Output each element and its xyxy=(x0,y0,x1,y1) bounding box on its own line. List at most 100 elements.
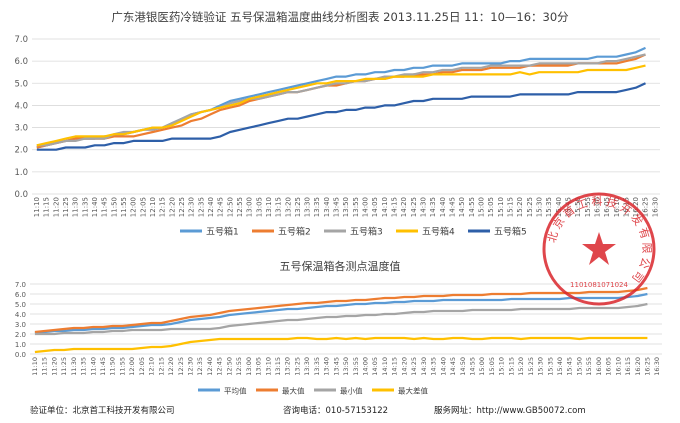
x-tick-label: 16:00 xyxy=(593,197,601,217)
x-tick-label: 12:15 xyxy=(157,357,165,376)
series-line-五号箱5 xyxy=(36,82,646,151)
x-tick-label: 13:00 xyxy=(246,197,254,217)
x-tick-label: 15:15 xyxy=(507,357,515,376)
x-tick-label: 13:35 xyxy=(313,197,321,217)
chart-title: 五号保温箱各测点温度值 xyxy=(280,259,401,273)
x-tick-label: 16:05 xyxy=(603,197,611,217)
x-tick-label: 13:10 xyxy=(264,357,272,376)
x-tick-label: 15:40 xyxy=(555,197,563,217)
x-tick-label: 16:20 xyxy=(634,357,642,376)
x-tick-label: 14:40 xyxy=(439,357,447,376)
x-tick-label: 15:20 xyxy=(516,197,524,217)
x-tick-label: 14:15 xyxy=(391,197,399,217)
x-tick-label: 14:45 xyxy=(449,357,457,376)
x-tick-label: 16:15 xyxy=(622,197,630,217)
x-tick-label: 12:45 xyxy=(217,197,225,217)
x-tick-label: 12:45 xyxy=(216,357,224,376)
x-tick-label: 12:35 xyxy=(197,197,205,217)
x-tick-label: 11:35 xyxy=(81,197,89,217)
y-tick-label: 3.0 xyxy=(15,321,26,329)
x-tick-label: 14:30 xyxy=(420,357,428,376)
x-tick-label: 15:05 xyxy=(487,197,495,217)
x-tick-label: 15:00 xyxy=(478,357,486,376)
x-tick-label: 12:40 xyxy=(207,197,215,217)
series-line-平均值 xyxy=(34,292,648,335)
x-tick-label: 14:00 xyxy=(362,197,370,217)
x-tick-label: 12:00 xyxy=(130,197,138,217)
x-tick-label: 11:15 xyxy=(41,357,49,376)
x-tick-label: 14:20 xyxy=(400,197,408,217)
footer-phone: 咨询电话：010-57153122 xyxy=(283,406,389,416)
footer-verification-unit: 验证单位：北京首工科技开发有限公司 xyxy=(30,406,175,416)
x-tick-label: 14:35 xyxy=(429,197,437,217)
x-tick-label: 13:40 xyxy=(323,197,331,217)
x-tick-label: 12:25 xyxy=(177,357,185,376)
x-tick-label: 15:10 xyxy=(498,357,506,376)
series-line-五号箱3 xyxy=(36,53,646,147)
x-tick-label: 13:45 xyxy=(332,357,340,376)
x-tick-label: 13:20 xyxy=(284,197,292,217)
legend-label: 平均值 xyxy=(224,386,247,396)
x-tick-label: 15:50 xyxy=(575,357,583,376)
x-tick-label: 12:15 xyxy=(159,197,167,217)
x-tick-label: 11:20 xyxy=(50,357,58,376)
series-line-最大差值 xyxy=(34,336,648,354)
x-tick-label: 15:45 xyxy=(566,357,574,376)
x-tick-label: 11:50 xyxy=(109,357,117,376)
y-tick-label: 7.0 xyxy=(15,281,26,289)
x-tick-label: 13:55 xyxy=(352,357,360,376)
company-seal-stamp: 北京首工科技开发有限公司 1101081071024 xyxy=(542,192,656,306)
x-tick-label: 11:10 xyxy=(31,357,39,376)
x-tick-label: 14:10 xyxy=(381,357,389,376)
x-tick-label: 13:15 xyxy=(274,357,282,376)
x-tick-label: 13:05 xyxy=(255,197,263,217)
x-tick-label: 16:10 xyxy=(613,197,621,217)
y-tick-label: 0.0 xyxy=(14,190,28,200)
y-tick-label: 6.0 xyxy=(15,291,26,299)
x-tick-label: 16:25 xyxy=(642,197,650,217)
chart-title: 广东港银医药冷链验证 五号保温箱温度曲线分析图表 2013.11.25日 11：… xyxy=(111,10,569,24)
legend-label: 最大值 xyxy=(282,386,305,396)
x-tick-label: 12:25 xyxy=(178,197,186,217)
x-tick-label: 11:20 xyxy=(52,197,60,217)
x-tick-label: 11:15 xyxy=(43,197,51,217)
x-tick-label: 11:50 xyxy=(110,197,118,217)
x-tick-label: 12:50 xyxy=(226,197,234,217)
x-tick-label: 14:10 xyxy=(381,197,389,217)
legend-label: 五号箱2 xyxy=(278,226,311,238)
footer: 验证单位：北京首工科技开发有限公司 咨询电话：010-57153122 服务网址… xyxy=(0,404,680,420)
x-tick-label: 15:40 xyxy=(556,357,564,376)
x-tick-label: 12:50 xyxy=(225,357,233,376)
x-tick-label: 14:20 xyxy=(400,357,408,376)
x-tick-label: 13:20 xyxy=(284,357,292,376)
x-tick-label: 11:55 xyxy=(118,357,126,376)
x-tick-label: 15:55 xyxy=(584,197,592,217)
legend-label: 五号箱5 xyxy=(494,226,527,238)
legend-label: 最小值 xyxy=(340,386,363,396)
x-tick-label: 11:30 xyxy=(70,357,78,376)
y-tick-label: 1.0 xyxy=(14,168,28,178)
x-tick-label: 13:15 xyxy=(275,197,283,217)
x-tick-label: 14:45 xyxy=(449,197,457,217)
x-tick-label: 14:50 xyxy=(459,357,467,376)
series-line-最大值 xyxy=(34,286,648,334)
x-tick-label: 14:25 xyxy=(410,357,418,376)
x-tick-label: 16:30 xyxy=(653,357,661,376)
x-tick-label: 14:50 xyxy=(458,197,466,217)
x-tick-label: 12:55 xyxy=(235,357,243,376)
x-tick-label: 11:45 xyxy=(99,357,107,376)
x-tick-label: 15:35 xyxy=(546,357,554,376)
series-line-最小值 xyxy=(34,302,648,336)
x-tick-label: 12:10 xyxy=(148,357,156,376)
x-tick-label: 12:05 xyxy=(139,197,147,217)
x-tick-label: 12:20 xyxy=(167,357,175,376)
y-tick-label: 2.0 xyxy=(15,331,26,339)
x-tick-label: 14:05 xyxy=(371,357,379,376)
x-tick-label: 11:40 xyxy=(89,357,97,376)
y-tick-label: 1.0 xyxy=(15,341,26,349)
y-tick-label: 5.0 xyxy=(14,79,28,89)
y-tick-label: 7.0 xyxy=(14,35,28,45)
x-tick-label: 13:25 xyxy=(293,357,301,376)
x-tick-label: 15:05 xyxy=(488,357,496,376)
x-tick-label: 16:00 xyxy=(595,357,603,376)
